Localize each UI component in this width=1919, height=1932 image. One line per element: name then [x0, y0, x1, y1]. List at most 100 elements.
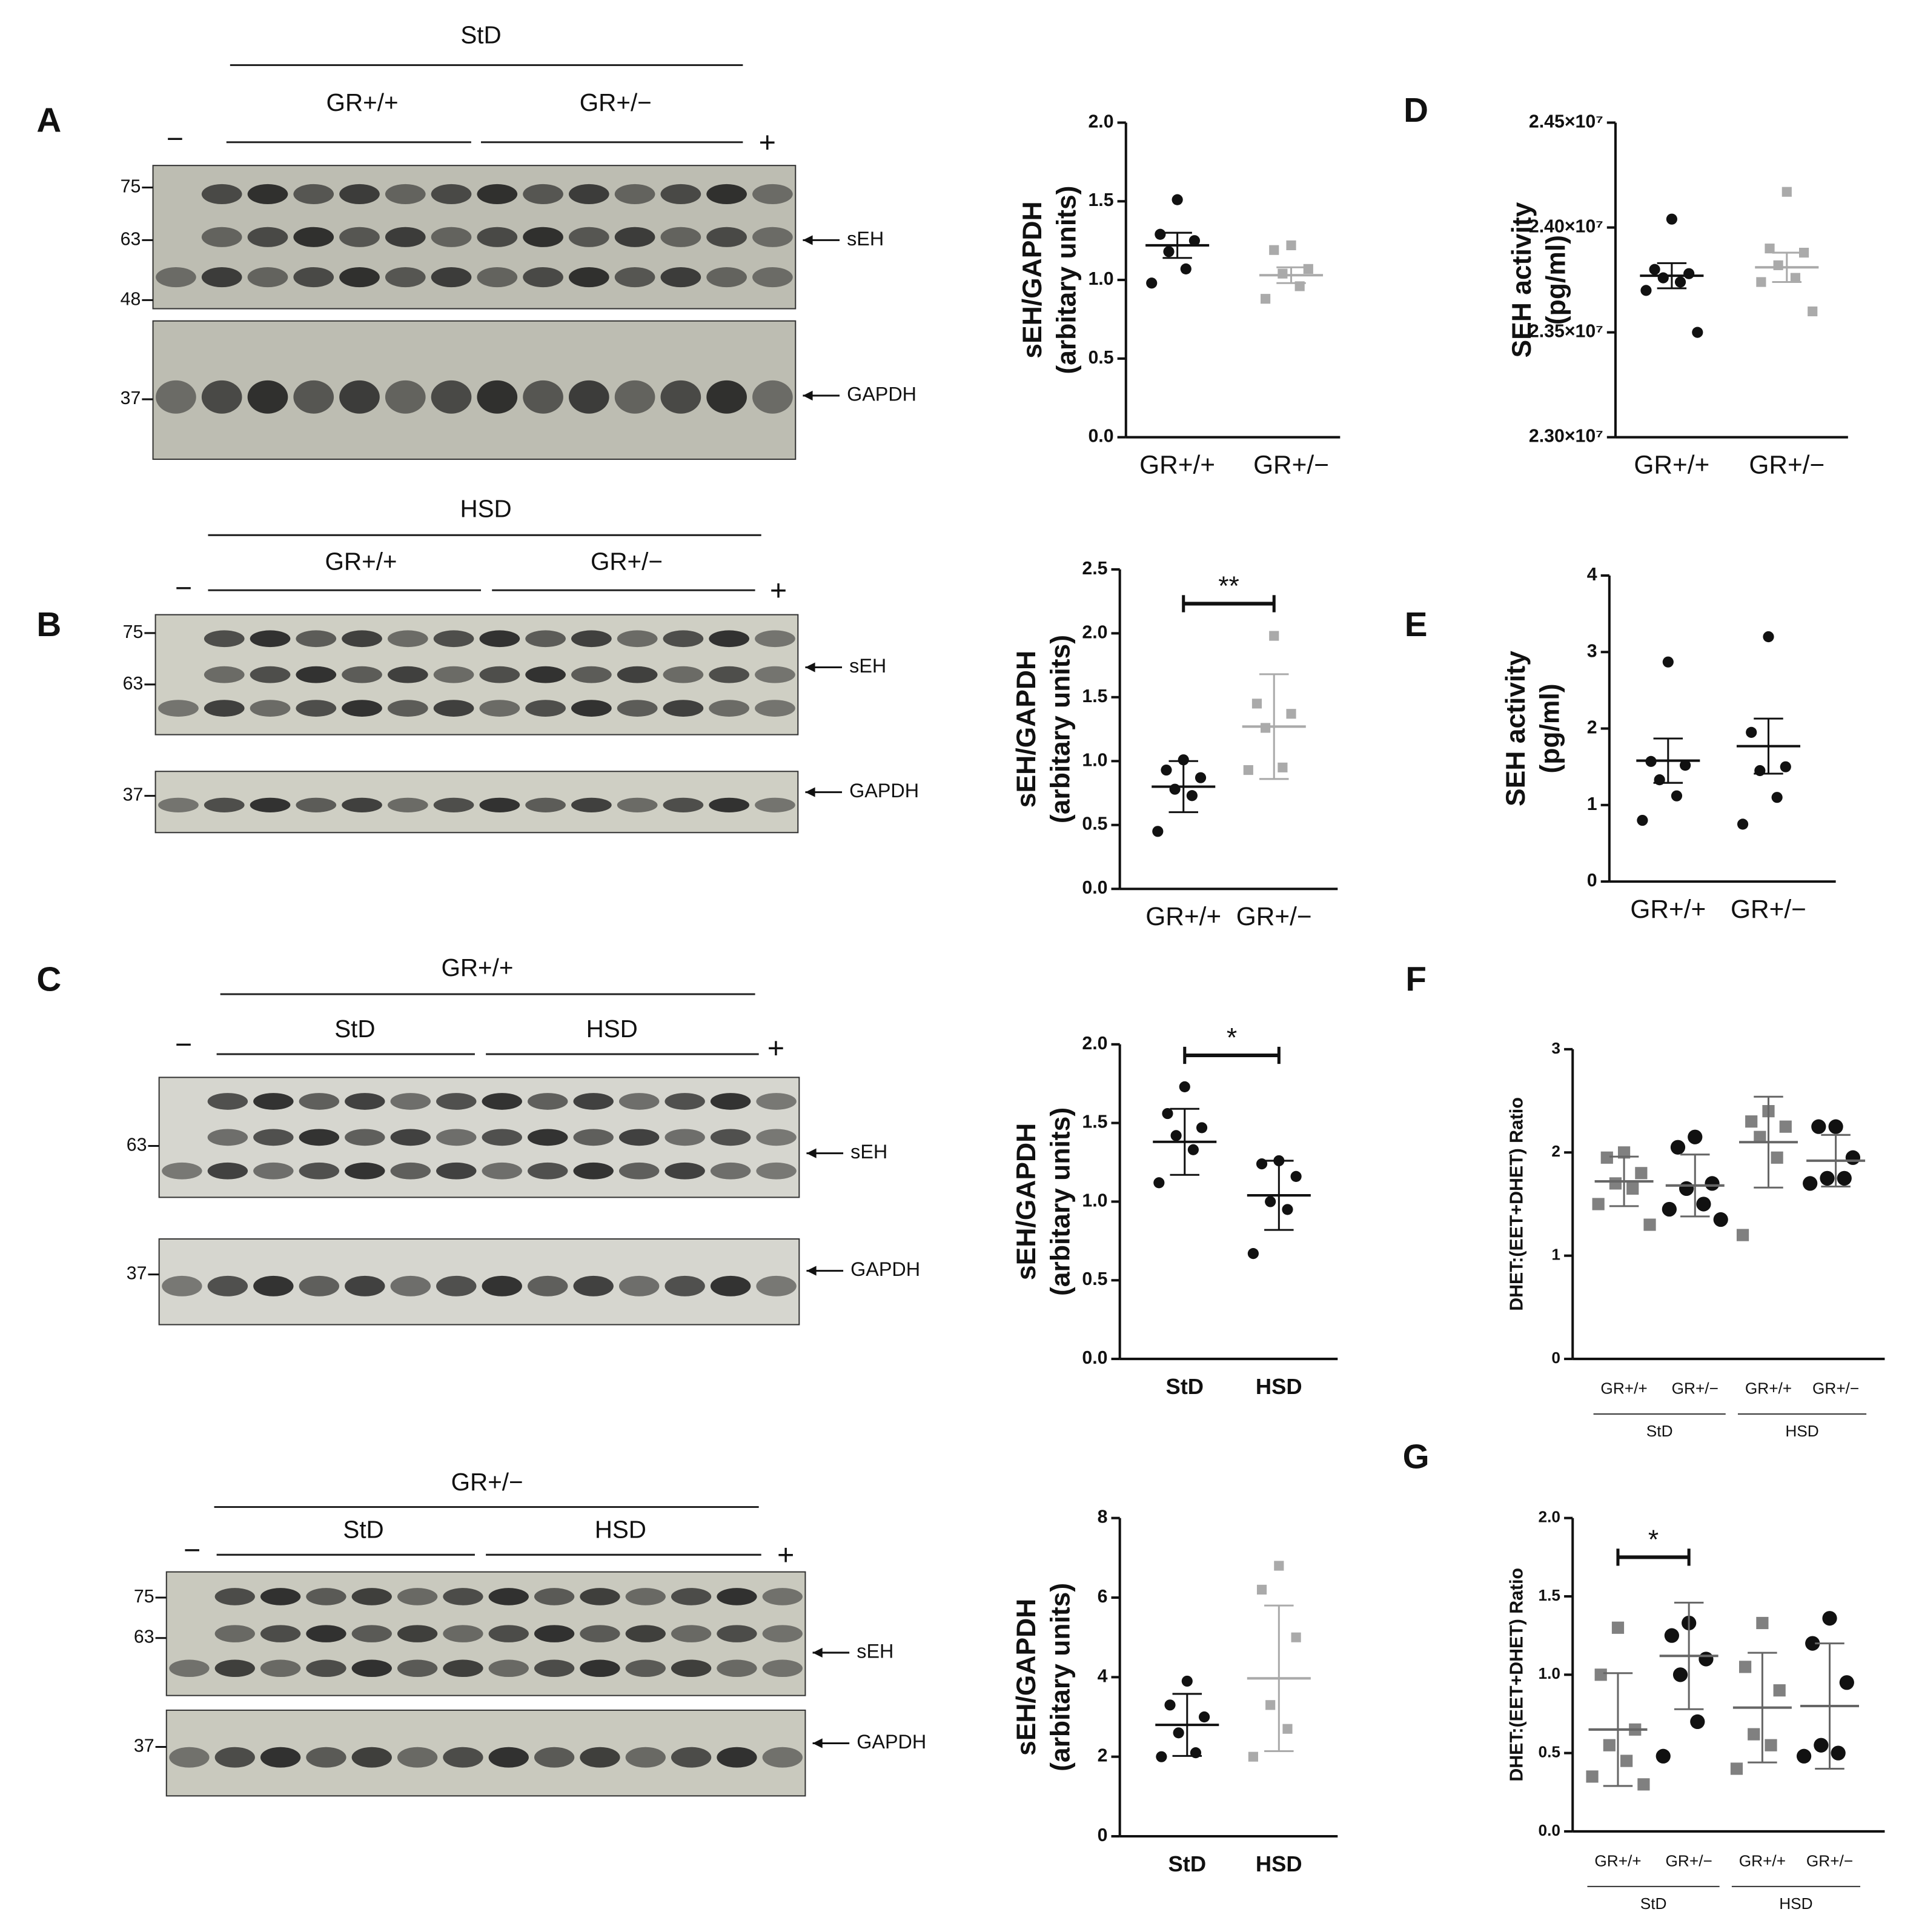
- blot-band: [523, 380, 563, 414]
- data-point: [1261, 723, 1271, 733]
- y-tick-label: 1: [1551, 1246, 1560, 1264]
- blot-group: HSD: [586, 1015, 638, 1043]
- y-tick-label: 0: [1587, 871, 1597, 891]
- blot-band: [717, 1747, 757, 1768]
- data-point: [1617, 1146, 1631, 1159]
- blot-band: [752, 184, 793, 204]
- y-tick-label: 0: [1551, 1349, 1560, 1367]
- blot-band: [477, 227, 518, 247]
- blot-image: [158, 1238, 800, 1326]
- blot-header: GR+/−: [451, 1468, 523, 1496]
- blot-band: [617, 700, 658, 717]
- blot-band: [709, 700, 749, 717]
- blot-band: [625, 1588, 666, 1605]
- blot-band: [260, 1747, 301, 1768]
- blot-band: [663, 666, 704, 683]
- y-tick-label: 2.5: [1082, 559, 1107, 579]
- blot-band: [614, 227, 655, 247]
- blot-band: [169, 1659, 210, 1678]
- data-point: [1261, 294, 1271, 304]
- blot-band: [671, 1625, 712, 1642]
- data-point: [1164, 1699, 1176, 1711]
- blot-band: [660, 184, 701, 204]
- data-point: [1303, 264, 1313, 274]
- blot-band: [351, 1747, 392, 1768]
- y-tick-label: 1.0: [1539, 1664, 1561, 1682]
- blot-band: [204, 666, 245, 683]
- significance: *: [1648, 1525, 1659, 1555]
- arrow-head: [806, 1266, 817, 1276]
- data-point: [1256, 1584, 1267, 1595]
- y-tick-label: 2: [1098, 1746, 1108, 1766]
- blot-band: [534, 1588, 575, 1605]
- blot-band: [752, 267, 793, 288]
- x-tick-label: GR+/−: [1236, 902, 1312, 931]
- blot-band: [755, 630, 795, 648]
- blot-band: [293, 380, 334, 414]
- data-point: [1609, 1177, 1622, 1190]
- blot-band: [625, 1747, 666, 1768]
- x-tick-label: GR+/+: [1139, 450, 1215, 479]
- x-tick-label: GR+/+: [1600, 1379, 1647, 1397]
- data-point: [1808, 306, 1818, 317]
- blot-band: [253, 1162, 294, 1180]
- blot-band: [201, 184, 242, 204]
- blot-band: [397, 1625, 438, 1642]
- blot-band: [207, 1275, 248, 1296]
- data-point: [1178, 754, 1189, 766]
- blot-band: [571, 700, 612, 717]
- mw-marker: 37: [127, 1264, 147, 1284]
- data-point: [1781, 187, 1792, 197]
- data-point: [1592, 1198, 1605, 1210]
- x-tick-label: HSD: [1256, 1851, 1302, 1876]
- blot-band: [663, 630, 704, 648]
- panel-label: G: [1403, 1438, 1430, 1476]
- data-point: [1594, 1668, 1607, 1681]
- data-point: [1771, 792, 1783, 803]
- blot-band: [342, 666, 382, 683]
- data-point: [1656, 1748, 1671, 1764]
- blot-band: [296, 700, 337, 717]
- blot-band: [436, 1162, 477, 1180]
- group-label: HSD: [1779, 1894, 1812, 1913]
- blot-band: [706, 227, 747, 247]
- blot-band: [385, 184, 426, 204]
- y-tick-label: 1.5: [1082, 686, 1107, 706]
- blot-band: [443, 1588, 483, 1605]
- blot-band: [756, 1275, 797, 1296]
- blot-negative: −: [175, 1029, 192, 1061]
- data-point: [1626, 1182, 1639, 1195]
- blot-band: [482, 1093, 522, 1110]
- data-point: [1278, 762, 1288, 772]
- data-point: [1796, 1748, 1812, 1764]
- data-point: [1635, 1167, 1648, 1180]
- band-label: GAPDH: [847, 383, 916, 405]
- blot-band: [201, 227, 242, 247]
- blot-band: [671, 1659, 712, 1678]
- blot-band: [158, 700, 199, 717]
- data-point: [1811, 1119, 1826, 1134]
- data-point: [1683, 268, 1695, 279]
- blot-band: [660, 267, 701, 288]
- y-tick-label: 2: [1587, 718, 1597, 738]
- blot-band: [204, 630, 245, 648]
- y-tick-label: 1: [1587, 794, 1597, 814]
- blot-band: [397, 1659, 438, 1678]
- data-point: [1181, 1675, 1193, 1687]
- blot-band: [351, 1625, 392, 1642]
- blot-band: [387, 797, 428, 812]
- data-point: [1198, 1711, 1210, 1723]
- mw-marker: 63: [127, 1135, 147, 1155]
- data-point: [1671, 790, 1683, 802]
- y-axis-label: (arbitary units): [1046, 635, 1075, 823]
- data-point: [1822, 1611, 1837, 1626]
- data-point: [1736, 1229, 1749, 1241]
- blot-image: [165, 1709, 806, 1797]
- data-point: [1773, 260, 1783, 270]
- blot-band: [477, 380, 518, 414]
- y-tick-label: 0: [1098, 1825, 1108, 1845]
- blot-band: [443, 1747, 483, 1768]
- y-axis-label: (arbitary units): [1052, 186, 1082, 374]
- data-point: [1162, 1107, 1173, 1120]
- blot-band: [339, 184, 380, 204]
